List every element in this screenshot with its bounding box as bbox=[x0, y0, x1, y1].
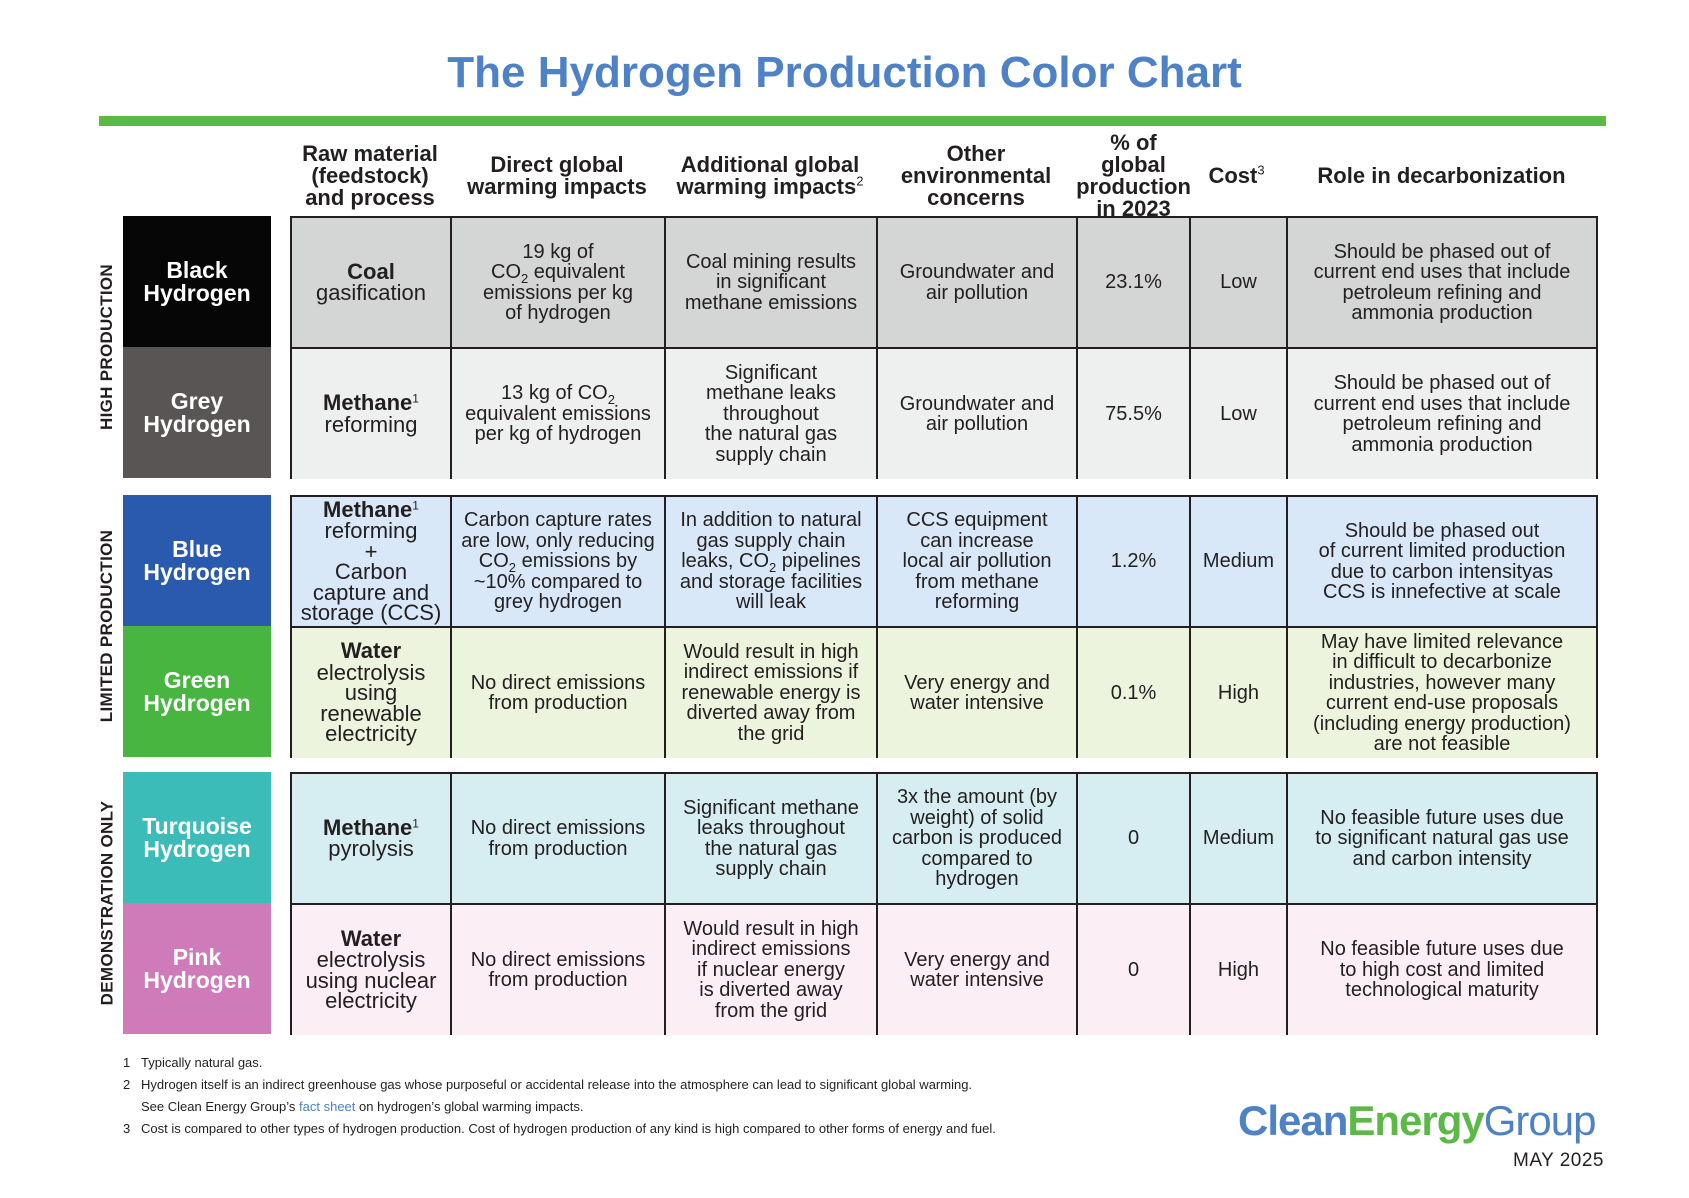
swatch-green-hydrogen: Green Hydrogen bbox=[123, 626, 271, 757]
cell-direct-impacts: Carbon capture rates are low, only reduci… bbox=[452, 497, 666, 626]
cell-other-concerns: 3x the amount (by weight) of solid carbon … bbox=[878, 774, 1078, 903]
cell-cost: Low bbox=[1191, 349, 1288, 479]
swatch-grey-hydrogen: Grey Hydrogen bbox=[123, 347, 271, 478]
cell-role: Should be phased out of current end uses … bbox=[1313, 372, 1571, 456]
cell-additional-impacts: Coal mining results in significant methane… bbox=[666, 218, 878, 347]
title-divider bbox=[99, 116, 1606, 126]
cell-additional-impacts: Would result in high indirect emissions i… bbox=[666, 628, 878, 758]
header-role: Role in decarbonization bbox=[1317, 163, 1566, 188]
cell-feedstock: Water electrolysis using nuclear electricit… bbox=[292, 905, 452, 1035]
swatch-blue-hydrogen: Blue Hydrogen bbox=[123, 495, 271, 626]
footnotes: 1 Typically natural gas. 2 Hydrogen itself… bbox=[123, 1052, 996, 1140]
header-feedstock: Raw material (feedstock) and process bbox=[302, 141, 438, 210]
header-cost: Cost3 bbox=[1208, 162, 1265, 188]
fact-sheet-link[interactable]: fact sheet bbox=[299, 1099, 356, 1114]
header-additional-impacts: Additional global warming impacts2 bbox=[676, 152, 864, 199]
clean-energy-group-logo: CleanEnergyGroup bbox=[1238, 1097, 1596, 1144]
header-direct-impacts: Direct global warming impacts bbox=[467, 152, 647, 199]
cell-global-share: 0 bbox=[1078, 774, 1191, 903]
table-row: Coal gasification 19 kg of CO2 equivalent em… bbox=[292, 218, 1596, 347]
table-row: Water electrolysis using nuclear electricit… bbox=[292, 903, 1596, 1035]
cell-cost: High bbox=[1191, 628, 1288, 758]
cell-other-concerns: CCS equipment can increase local air pollu… bbox=[878, 497, 1078, 626]
publication-date: MAY 2025 bbox=[1513, 1150, 1604, 1171]
cell-direct-impacts: No direct emissions from production bbox=[452, 774, 666, 903]
group-label-high: HIGH PRODUCTION bbox=[97, 264, 116, 430]
cell-feedstock: Methane1 reforming + Carbon capture and stora… bbox=[292, 497, 452, 626]
footnote-1: 1 Typically natural gas. bbox=[123, 1055, 263, 1070]
table-group-limited: Methane1 reforming + Carbon capture and stora… bbox=[290, 495, 1598, 758]
cell-feedstock: Methane1 reforming bbox=[292, 349, 452, 479]
table-row: Methane1 reforming 13 kg of CO2 equivalent … bbox=[292, 347, 1596, 479]
table-row: Methane1 reforming + Carbon capture and stora… bbox=[292, 497, 1596, 626]
cell-additional-impacts: Would result in high indirect emissions if… bbox=[666, 905, 878, 1035]
cell-global-share: 23.1% bbox=[1078, 218, 1191, 347]
cell-role: Should be phased out of current end uses … bbox=[1313, 240, 1571, 324]
cell-role: No feasible future uses due to significan… bbox=[1315, 806, 1569, 870]
swatch-black-hydrogen: Black Hydrogen bbox=[123, 216, 271, 347]
cell-role: Should be phased out of current limited p… bbox=[1318, 519, 1566, 603]
page-title: The Hydrogen Production Color Chart bbox=[447, 48, 1242, 97]
cell-feedstock: Water electrolysis using renewable electrici… bbox=[292, 628, 452, 758]
footnote-2-continued: See Clean Energy Group’s fact sheet on h… bbox=[141, 1099, 584, 1114]
cell-additional-impacts: In addition to natural gas supply chain le… bbox=[666, 497, 878, 626]
cell-other-concerns: Groundwater and air pollution bbox=[878, 218, 1078, 347]
cell-role: No feasible future uses due to high cost … bbox=[1320, 938, 1564, 1002]
cell-global-share: 0.1% bbox=[1078, 628, 1191, 758]
table-row: Methane1 pyrolysis No direct emissions from… bbox=[292, 774, 1596, 903]
cell-role: May have limited relevance in difficult t… bbox=[1313, 630, 1571, 755]
cell-additional-impacts: Significant methane leaks throughout the na… bbox=[666, 349, 878, 479]
swatch-pink-hydrogen: Pink Hydrogen bbox=[123, 903, 271, 1034]
header-other-concerns: Other environmental concerns bbox=[900, 141, 1052, 210]
cell-feedstock: Methane1 pyrolysis bbox=[292, 774, 452, 903]
cell-cost: Low bbox=[1191, 218, 1288, 347]
group-label-limited: LIMITED PRODUCTION bbox=[97, 529, 116, 723]
footnote-3: 3 Cost is compared to other types of hydr… bbox=[123, 1121, 996, 1136]
table-group-demonstration: Methane1 pyrolysis No direct emissions from… bbox=[290, 772, 1598, 1035]
cell-cost: Medium bbox=[1191, 497, 1288, 626]
cell-other-concerns: Very energy and water intensive bbox=[878, 628, 1078, 758]
cell-global-share: 1.2% bbox=[1078, 497, 1191, 626]
cell-other-concerns: Very energy and water intensive bbox=[878, 905, 1078, 1035]
cell-cost: High bbox=[1191, 905, 1288, 1035]
cell-cost: Medium bbox=[1191, 774, 1288, 903]
cell-feedstock: Coal gasification bbox=[292, 218, 452, 347]
cell-global-share: 0 bbox=[1078, 905, 1191, 1035]
cell-global-share: 75.5% bbox=[1078, 349, 1191, 479]
cell-additional-impacts: Significant methane leaks throughout the n… bbox=[666, 774, 878, 903]
table-row: Water electrolysis using renewable electrici… bbox=[292, 626, 1596, 758]
cell-direct-impacts: No direct emissions from production bbox=[452, 628, 666, 758]
table-group-high: Coal gasification 19 kg of CO2 equivalent em… bbox=[290, 216, 1598, 479]
cell-direct-impacts: 13 kg of CO2 equivalent emissions per kg o… bbox=[452, 349, 666, 479]
cell-other-concerns: Groundwater and air pollution bbox=[878, 349, 1078, 479]
group-label-demonstration: DEMONSTRATION ONLY bbox=[97, 800, 116, 1006]
cell-direct-impacts: No direct emissions from production bbox=[452, 905, 666, 1035]
footnote-2: 2 Hydrogen itself is an indirect greenhou… bbox=[123, 1077, 973, 1092]
cell-direct-impacts: 19 kg of CO2 equivalent emissions per kg of… bbox=[452, 218, 666, 347]
swatch-turquoise-hydrogen: Turquoise Hydrogen bbox=[123, 772, 271, 903]
header-global-share: % of global production in 2023 bbox=[1076, 130, 1191, 221]
